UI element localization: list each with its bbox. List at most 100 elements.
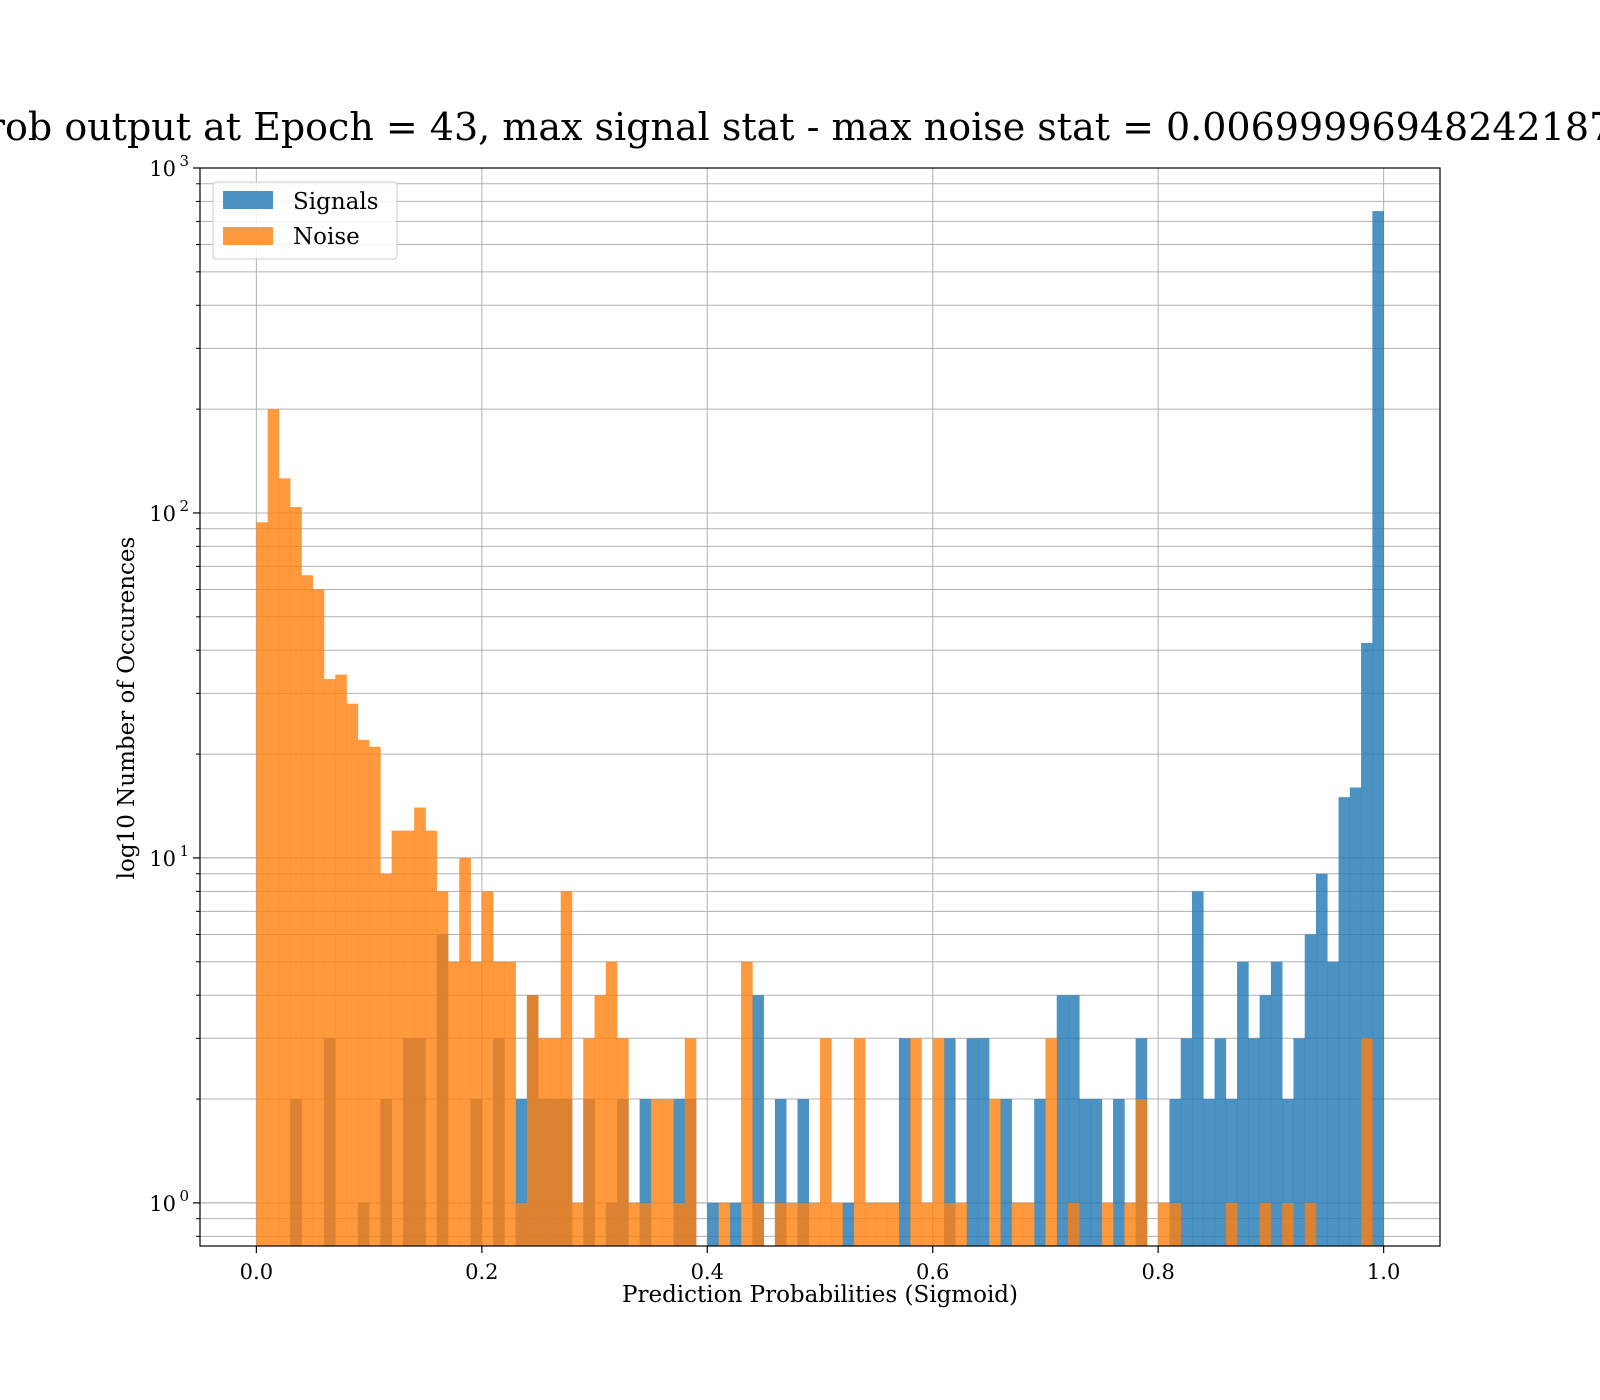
- bar-noise: [414, 807, 426, 1246]
- bar-noise: [1304, 1202, 1317, 1246]
- bar-signals: [1270, 961, 1283, 1246]
- bar-noise: [346, 703, 359, 1246]
- bar-noise: [820, 1038, 832, 1246]
- bar-noise: [538, 1038, 550, 1246]
- y-axis-label: log10 Number of Occurences: [114, 537, 140, 880]
- bar-noise: [391, 830, 404, 1246]
- bar-signals: [1327, 961, 1339, 1246]
- y-tick-label: 10: [149, 157, 176, 181]
- bar-signals: [1079, 1099, 1091, 1246]
- bar-noise: [459, 857, 471, 1246]
- bar-noise: [605, 961, 618, 1246]
- y-tick-label: 10: [149, 847, 176, 871]
- bar-signals: [1056, 995, 1069, 1246]
- bar-signals: [1034, 1099, 1046, 1246]
- bar-noise: [808, 1202, 821, 1246]
- bar-noise: [628, 1202, 640, 1246]
- bar-signals: [774, 1099, 787, 1246]
- bar-signals: [1169, 1099, 1182, 1246]
- plot-frame: [199, 167, 1441, 1247]
- bar-signals: [1349, 787, 1362, 1246]
- bar-signals: [944, 1038, 956, 1246]
- bar-noise: [594, 995, 607, 1246]
- bar-signals: [1316, 873, 1328, 1246]
- x-axis-ticks: 0.0 0.2 0.4 0.6 0.8 1.0: [240, 1246, 1400, 1284]
- bar-signals: [1192, 891, 1204, 1246]
- bar-noise: [278, 478, 291, 1246]
- legend-label-signals: Signals: [293, 189, 379, 215]
- y-tick-label: 10: [149, 1192, 176, 1216]
- legend-swatch-signals: [223, 191, 273, 209]
- bar-noise: [470, 961, 483, 1246]
- bar-signals: [898, 1038, 911, 1246]
- bar-noise: [448, 961, 460, 1246]
- x-axis-label: Prediction Probabilities (Sigmoid): [622, 1282, 1018, 1308]
- x-tick-label: 0.2: [465, 1260, 498, 1284]
- bar-noise: [1225, 1202, 1238, 1246]
- bar-noise: [639, 1202, 652, 1246]
- bar-noise: [853, 1038, 866, 1246]
- x-tick-label: 1.0: [1367, 1260, 1400, 1284]
- bar-noise: [684, 1038, 697, 1246]
- legend-swatch-noise: [223, 227, 273, 245]
- bar-signals: [1203, 1099, 1215, 1246]
- bar-noise: [1282, 1202, 1294, 1246]
- bar-signals: [1225, 1099, 1238, 1246]
- bar-noise: [718, 1202, 731, 1246]
- bar-noise: [324, 679, 336, 1246]
- bar-noise: [425, 830, 438, 1246]
- bar-noise: [515, 1202, 528, 1246]
- bar-noise: [1022, 1202, 1035, 1246]
- y-tick-exponent: 3: [179, 152, 189, 170]
- bar-signals: [1180, 1038, 1193, 1246]
- bar-signals: [707, 1202, 719, 1246]
- bar-noise: [1361, 1038, 1373, 1246]
- bar-noise: [1124, 1202, 1136, 1246]
- bar-noise: [786, 1202, 798, 1246]
- bar-signals: [1259, 995, 1272, 1246]
- bar-noise: [357, 739, 370, 1246]
- bar-signals: [1293, 1038, 1306, 1246]
- bar-noise: [290, 507, 302, 1246]
- bar-noise: [876, 1202, 888, 1246]
- bar-noise: [1169, 1202, 1182, 1246]
- bar-signals: [1000, 1099, 1012, 1246]
- bar-noise: [301, 575, 314, 1246]
- bar-signals: [1304, 934, 1317, 1246]
- noise-bars: [256, 409, 1373, 1246]
- y-tick-label: 10: [149, 502, 176, 526]
- bar-signals: [1068, 995, 1080, 1246]
- bar-noise: [932, 1038, 945, 1246]
- bar-noise: [910, 1038, 922, 1246]
- bar-noise: [1011, 1202, 1024, 1246]
- bar-signals: [1237, 961, 1249, 1246]
- bar-noise: [1101, 1202, 1114, 1246]
- x-tick-label: 0.0: [240, 1260, 273, 1284]
- bar-noise: [380, 873, 392, 1246]
- bar-noise: [504, 961, 516, 1246]
- bar-noise: [526, 995, 539, 1246]
- bar-signals: [1113, 1099, 1125, 1246]
- bar-noise: [944, 1202, 956, 1246]
- bar-noise: [369, 746, 381, 1246]
- bar-noise: [955, 1202, 967, 1246]
- x-tick-label: 0.8: [1141, 1260, 1174, 1284]
- bar-noise: [402, 830, 415, 1246]
- bar-signals: [966, 1038, 979, 1246]
- bar-signals: [515, 1099, 528, 1246]
- x-tick-label: 0.6: [916, 1260, 949, 1284]
- bar-noise: [335, 674, 347, 1246]
- bar-noise: [887, 1202, 900, 1246]
- bar-signals: [797, 1099, 810, 1246]
- bar-noise: [774, 1202, 787, 1246]
- bar-noise: [1068, 1202, 1080, 1246]
- bar-noise: [752, 1202, 764, 1246]
- bar-noise: [650, 1099, 663, 1246]
- legend: Signals Noise: [212, 181, 398, 260]
- chart-title: prob output at Epoch = 43, max signal st…: [0, 105, 1600, 149]
- bar-signals: [977, 1038, 990, 1246]
- bar-noise: [797, 1202, 810, 1246]
- bar-signals: [1214, 1038, 1227, 1246]
